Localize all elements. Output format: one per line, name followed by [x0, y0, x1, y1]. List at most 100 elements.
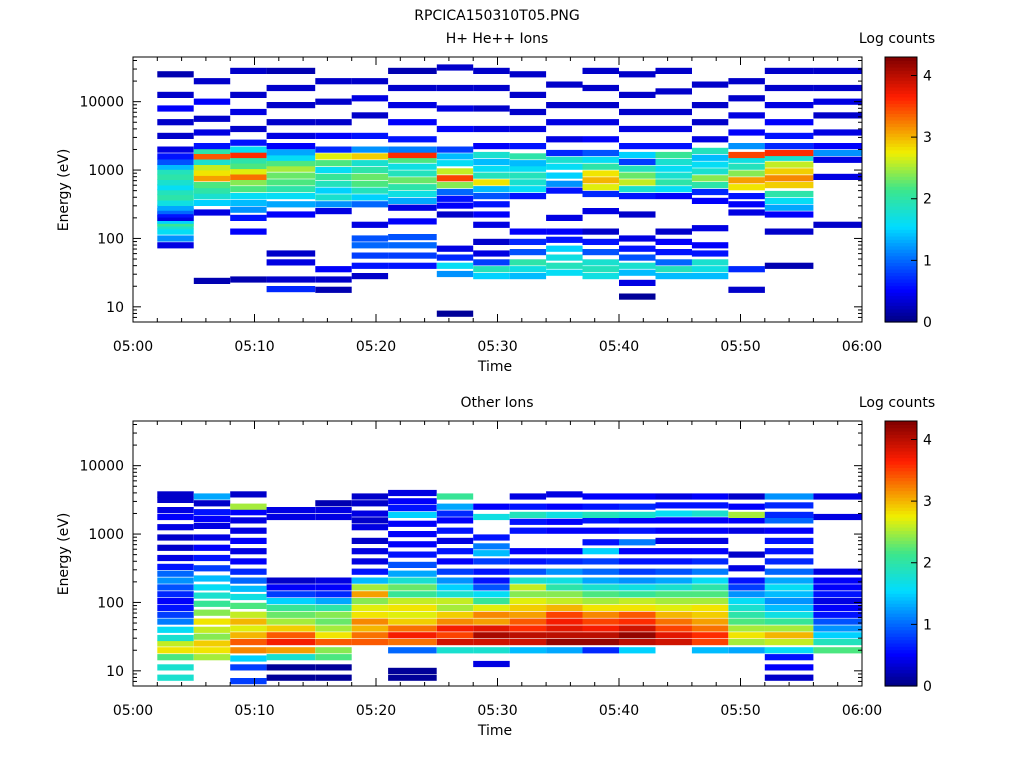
colorbar-swatch [885, 206, 917, 210]
spectrogram-cell [473, 598, 510, 605]
spectrogram-cell [157, 591, 194, 598]
x-tick-label: 05:30 [477, 339, 517, 355]
y-tick-label: 100 [97, 231, 124, 247]
colorbar-swatch [885, 133, 917, 138]
spectrogram-cell [582, 632, 619, 639]
spectrogram-cell [691, 598, 729, 605]
spectrogram-cell [315, 153, 352, 160]
spectrogram-cell [266, 577, 316, 584]
spectrogram-cell [582, 273, 619, 280]
spectrogram-cell [473, 591, 510, 598]
spectrogram-cell [157, 71, 194, 78]
colorbar-tick-label: 0 [923, 315, 932, 331]
spectrogram-cell [546, 163, 583, 170]
spectrogram-cell [230, 206, 267, 213]
colorbar-swatch [885, 659, 917, 664]
spectrogram-cell [436, 517, 474, 524]
spectrogram-cell [546, 625, 583, 632]
colorbar-swatch [885, 90, 917, 95]
spectrogram-cell [655, 193, 692, 200]
colorbar-swatch [885, 225, 917, 230]
spectrogram-cell [655, 558, 692, 565]
spectrogram-cell [230, 67, 267, 74]
x-tick-label: 05:20 [356, 703, 396, 719]
spectrogram-cell [157, 554, 194, 562]
colorbar-swatch [885, 202, 917, 207]
spectrogram-cell [691, 604, 729, 611]
colorbar-swatch [885, 166, 917, 171]
spectrogram-cell [582, 647, 619, 654]
spectrogram-cell [728, 639, 765, 646]
spectrogram-cell [546, 647, 583, 654]
spectrogram-cell [266, 513, 316, 521]
spectrogram-cell [546, 156, 583, 163]
colorbar-swatch [885, 275, 917, 280]
spectrogram-cell [619, 632, 656, 639]
spectrogram-cell [473, 201, 510, 208]
spectrogram-cell [582, 238, 619, 245]
spectrogram-cell [582, 190, 619, 198]
spectrogram-cell [813, 149, 862, 157]
spectrogram-cell [546, 511, 583, 518]
spectrogram-cell [473, 105, 510, 112]
spectrogram-cell [315, 194, 352, 201]
spectrogram-cell [388, 520, 437, 527]
spectrogram-cell [351, 194, 389, 201]
spectrogram-cell [351, 611, 389, 618]
colorbar-tick-label: 0 [923, 679, 932, 695]
spectrogram-cell [157, 496, 194, 503]
spectrogram-cell [436, 153, 474, 160]
colorbar-swatch [885, 563, 917, 568]
colorbar-swatch [885, 682, 917, 687]
spectrogram-cell [351, 548, 389, 555]
spectrogram-cell [764, 182, 814, 189]
spectrogram-cell [351, 78, 389, 85]
spectrogram-cell [509, 647, 547, 654]
spectrogram-cell [619, 91, 656, 98]
spectrogram-cell [388, 541, 437, 548]
spectrogram-cell [546, 228, 583, 235]
spectrogram-cell [546, 604, 583, 611]
spectrogram-cell [351, 132, 389, 139]
spectrogram-cell [619, 158, 656, 165]
spectrogram-cell [764, 132, 814, 139]
spectrogram-cell [764, 647, 814, 654]
spectrogram-cell [764, 664, 814, 671]
colorbar-frame [884, 56, 918, 323]
spectrogram-cell [728, 129, 765, 136]
colorbar-swatch [885, 447, 917, 452]
colorbar-swatch [885, 440, 917, 445]
spectrogram-cell [728, 177, 765, 184]
colorbar-swatch [885, 430, 917, 435]
spectrogram-cell [764, 584, 814, 591]
spectrogram-cell [351, 584, 389, 591]
spectrogram-cell [388, 234, 437, 241]
spectrogram-cell [157, 173, 194, 180]
spectrogram-cell [157, 640, 194, 647]
spectrogram-cell [655, 493, 692, 500]
spectrogram-cell [230, 509, 267, 516]
spectrogram-cell [157, 199, 194, 206]
spectrogram-cell [266, 84, 316, 92]
colorbar-tick-label: 1 [923, 253, 932, 269]
spectrogram-cell [351, 604, 389, 611]
figure-title: RPCICA150310T05.PNG [414, 8, 579, 24]
spectrogram-cell [351, 235, 389, 242]
colorbar-tick-label: 4 [923, 68, 932, 84]
spectrogram-cell [764, 84, 814, 92]
spectrogram-cell [230, 537, 267, 544]
spectrogram-cell [813, 632, 862, 639]
spectrogram-cell [546, 577, 583, 584]
colorbar-swatch [885, 649, 917, 654]
spectrogram-cell [619, 647, 656, 654]
colorbar-swatch [885, 427, 917, 432]
spectrogram-cell [315, 201, 352, 208]
colorbar-swatch [885, 110, 917, 114]
spectrogram-cell [157, 570, 194, 577]
colorbar-swatch [885, 642, 917, 647]
colorbar-swatch [885, 490, 917, 495]
spectrogram-cell [315, 119, 352, 126]
spectrogram-cell [266, 250, 316, 257]
spectrogram-cell [193, 164, 231, 171]
spectrogram-cell [266, 132, 316, 139]
